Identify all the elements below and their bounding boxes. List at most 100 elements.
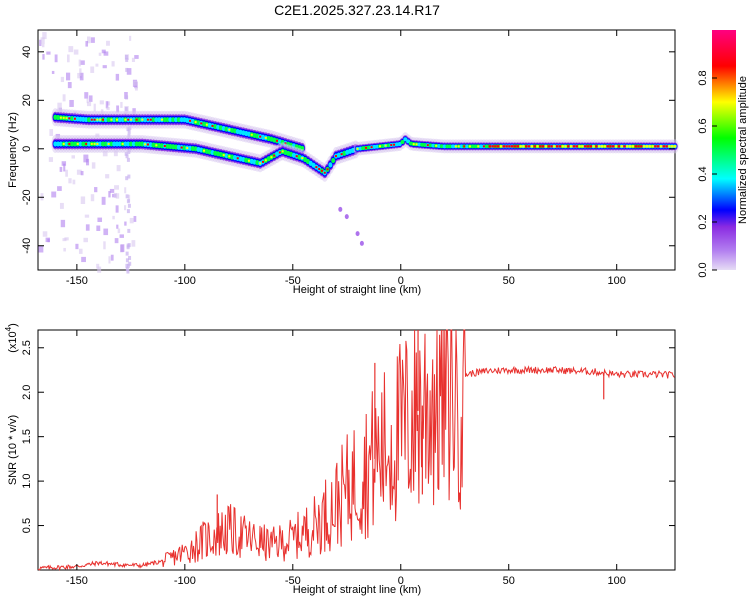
noise-speck (60, 76, 65, 83)
ridge-peak (262, 160, 265, 163)
noise-speck (109, 188, 115, 193)
noise-speck (83, 154, 89, 163)
ridge-peak (550, 145, 553, 148)
ridge-peak (281, 150, 284, 153)
ridge-peak (228, 155, 231, 158)
noise-speck (103, 51, 109, 56)
ridge-peak (555, 145, 559, 148)
noise-speck (119, 234, 124, 238)
ridge-core (397, 142, 402, 147)
noise-speck (127, 228, 131, 233)
ridge-peak (569, 145, 573, 148)
ridge-core (459, 144, 464, 149)
ridge-peak (640, 145, 643, 148)
noise-speck (59, 202, 64, 209)
ridge-peak (259, 162, 262, 165)
noise-speck (91, 162, 96, 169)
y-tick-label: 1.5 (21, 429, 33, 444)
ridge-core (151, 117, 156, 123)
ridge-peak (73, 117, 76, 120)
snr-x-ticks: -150 -100 -50 0 50 100 (66, 330, 626, 587)
y-tick-label: 40 (21, 46, 33, 58)
noise-speck (126, 127, 130, 132)
ridge-peak (628, 145, 632, 148)
snr-exponent-power: 4 (4, 326, 13, 331)
ridge-peak (435, 144, 438, 147)
spectrogram-y-label: Frequency (Hz) (7, 112, 19, 188)
ridge-peak (146, 143, 149, 146)
snr-exponent-label: (x104) (4, 323, 19, 353)
noise-speck (63, 163, 66, 172)
ridge-peak (516, 145, 520, 148)
ridge-core (120, 117, 125, 123)
ridge-peak (393, 143, 396, 146)
noise-speck (83, 237, 88, 243)
ridge-core (109, 141, 114, 147)
ridge-peak (561, 145, 564, 148)
ridge-core (98, 141, 103, 147)
ridge-peak (141, 118, 144, 121)
noise-speck (115, 205, 119, 213)
noise-speck (68, 178, 72, 184)
noise-speck (42, 231, 48, 237)
noise-speck (46, 51, 51, 55)
noise-speck (114, 185, 119, 190)
noise-speck (113, 192, 117, 198)
noise-speck (42, 54, 45, 60)
ridge-peak (62, 142, 65, 145)
ridge-core (470, 144, 475, 149)
ridge-peak (626, 145, 629, 148)
snr-frame (37, 329, 676, 571)
noise-speck (117, 228, 121, 234)
spectrogram-panel: -150 -100 -50 0 50 100 -40 -20 0 20 40 Height of … (7, 29, 679, 296)
noise-speck (86, 98, 89, 104)
ridge-core (78, 141, 83, 147)
ridge-peak (544, 145, 548, 148)
ridge-peak (575, 145, 579, 148)
ridge-core (157, 117, 162, 123)
noise-speck (42, 32, 47, 40)
colorbar-label: Normalized spectral amplitude (737, 76, 749, 224)
noise-speck (112, 215, 115, 220)
ridge-core (117, 141, 122, 147)
ridge-peak (211, 124, 214, 127)
ridge-core (473, 144, 478, 149)
noise-speck (86, 101, 92, 107)
ridge-peak (90, 118, 93, 121)
snr-line (37, 329, 675, 571)
noise-speck (115, 193, 120, 199)
ridge-peak (295, 155, 298, 158)
ridge-core (115, 141, 120, 147)
noise-speck (125, 95, 129, 100)
ridge-core (445, 144, 450, 149)
ridge-peak (665, 145, 668, 148)
noise-speck (85, 224, 90, 231)
noise-speck (51, 70, 55, 74)
ridge-core (134, 141, 139, 147)
ridge-peak (130, 118, 133, 121)
ridge-peak (412, 143, 415, 146)
y-tick-label: 1.0 (21, 473, 33, 488)
ridge-peak (673, 145, 677, 148)
ridge-core (129, 141, 134, 147)
ridge-peak (124, 118, 127, 121)
figure-title: C2E1.2025.327.23.14.R17 (274, 2, 440, 18)
ridge-peak (203, 149, 206, 152)
ridge-peak (606, 145, 609, 148)
y-tick-label: 0 (21, 146, 33, 152)
ridge-peak (65, 117, 68, 120)
snr-exponent-close: ) (7, 323, 19, 327)
ridge-peak (247, 159, 250, 162)
ridge-core (406, 139, 411, 144)
noise-speck (87, 36, 91, 44)
noise-speck (134, 86, 138, 91)
x-tick-label: -100 (174, 275, 196, 287)
noise-speck (126, 157, 130, 162)
noise-speck (39, 39, 42, 47)
noise-speck (49, 129, 54, 136)
noise-speck (113, 150, 118, 157)
ridge-peak (659, 145, 663, 148)
ridge-core (137, 117, 142, 123)
noise-speck (60, 219, 66, 228)
ridge-peak (631, 145, 635, 148)
